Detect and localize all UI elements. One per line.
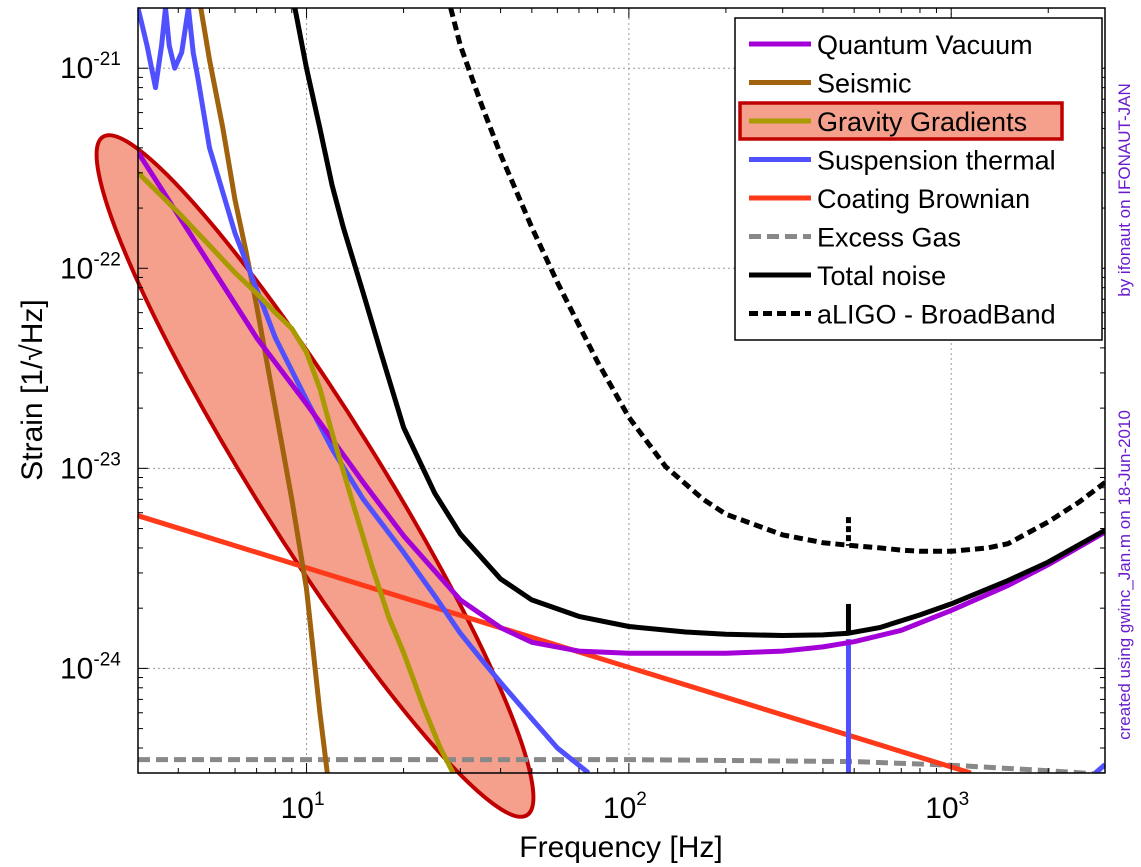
y-tick-label: 10-23 <box>60 449 121 485</box>
y-tick-label: 10-24 <box>60 649 121 685</box>
series-suspension-thermal-line <box>138 8 591 773</box>
y-axis-label: Strain [1/√Hz] <box>16 299 49 481</box>
credit-author: by ifonaut on IFONAUT-JAN <box>1115 83 1134 297</box>
y-tick-label: 10-21 <box>60 49 121 85</box>
series-excess-gas-line <box>138 757 1105 773</box>
legend-label-coating-brownian: Coating Brownian <box>817 184 1030 214</box>
x-axis-label: Frequency [Hz] <box>519 831 722 864</box>
legend-label-excess-gas: Excess Gas <box>817 223 961 253</box>
series-aligo-broadband-line <box>448 8 1105 554</box>
legend-label-suspension-thermal: Suspension thermal <box>817 146 1056 176</box>
series-total-noise-line <box>292 8 1105 638</box>
gravity-gradient-highlight-ellipse <box>94 133 536 819</box>
plot-frame <box>137 7 1106 774</box>
series-quantum-vacuum-line <box>138 150 1105 656</box>
series-gravity-gradients-line <box>138 171 456 773</box>
x-tick-label: 102 <box>603 789 647 825</box>
series-seismic-line <box>198 8 330 773</box>
tick-labels: 101 102 103 10-21 10-22 10-23 10-24 <box>60 49 969 825</box>
series-suspension-thermal-tail <box>1093 762 1105 773</box>
legend-label-gravity-gradients: Gravity Gradients <box>817 107 1027 137</box>
series-layer <box>138 8 1105 773</box>
credit-created: created using gwinc_Jan.m on 18-Jun-2010 <box>1115 410 1134 740</box>
legend-box <box>734 17 1103 341</box>
legend: Quantum Vacuum Seismic Gravity Gradients Su… <box>734 17 1103 341</box>
y-tick-label: 10-22 <box>60 249 121 285</box>
legend-label-total-noise: Total noise <box>817 261 946 291</box>
x-tick-label: 101 <box>281 789 325 825</box>
x-tick-label: 103 <box>925 789 969 825</box>
legend-label-quantum-vacuum: Quantum Vacuum <box>817 30 1033 60</box>
legend-label-seismic: Seismic <box>817 69 912 99</box>
legend-label-aligo-broadband: aLIGO - BroadBand <box>817 300 1056 330</box>
